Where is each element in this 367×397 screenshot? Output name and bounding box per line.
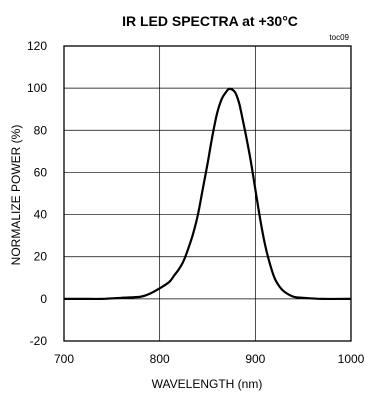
x-tick-label-900: 900 [245, 352, 265, 366]
chart-tag: toc09 [329, 33, 349, 42]
grid-lines [64, 46, 351, 341]
x-tick-label-700: 700 [54, 352, 74, 366]
x-tick-label-1000: 1000 [338, 352, 365, 366]
y-axis: -20 0 20 40 60 80 100 120 [27, 39, 47, 348]
y-tick-label--20: -20 [30, 334, 48, 348]
series-line-0 [64, 87, 352, 301]
y-tick-label-120: 120 [27, 39, 47, 53]
plot-frame [63, 45, 352, 342]
y-tick-label-20: 20 [34, 250, 48, 264]
x-tick-label-800: 800 [150, 352, 170, 366]
y-tick-label-40: 40 [34, 208, 48, 222]
y-tick-label-60: 60 [34, 165, 48, 179]
y-tick-label-80: 80 [34, 123, 48, 137]
series-layer [64, 87, 352, 301]
y-axis-label: NORMALIZE POWER (%) [9, 125, 23, 266]
chart-title: IR LED SPECTRA at +30°C [122, 13, 298, 29]
x-axis-label: WAVELENGTH (nm) [152, 377, 263, 391]
x-axis: 700 800 900 1000 [54, 352, 365, 366]
y-tick-label-100: 100 [27, 81, 47, 95]
y-tick-label-0: 0 [40, 292, 47, 306]
